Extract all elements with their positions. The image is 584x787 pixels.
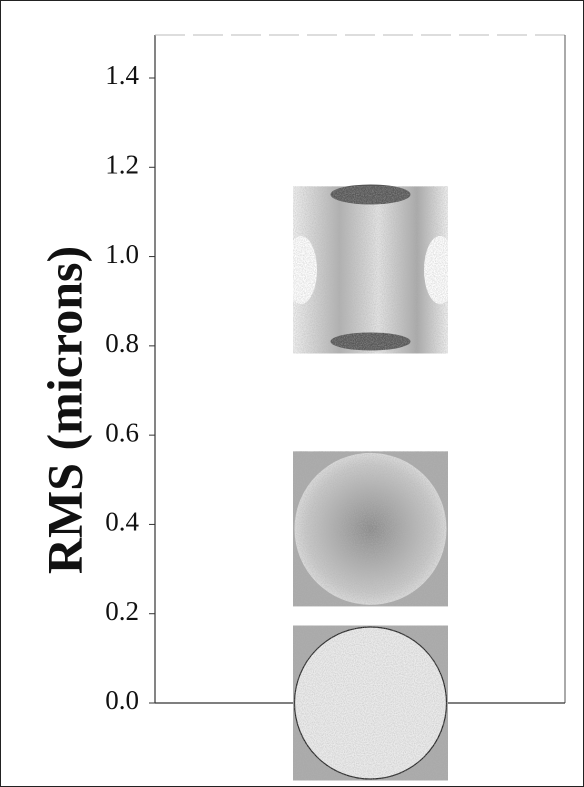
grain — [293, 186, 448, 353]
image-patch — [293, 626, 448, 781]
y-tick-label: 1.0 — [105, 239, 139, 269]
page: RMS (microns) 0.00.20.40.60.81.01.21.4 (… — [0, 0, 584, 787]
image-patch — [285, 184, 456, 353]
grain — [293, 626, 448, 781]
y-axis-label: RMS (microns) — [36, 246, 92, 574]
y-tick-label: 1.4 — [105, 60, 139, 90]
chart: RMS (microns) 0.0 0.2 0.4 0.6 0.8 1.0 1.2 1.4 — [0, 0, 584, 787]
y-tick-label: 0.6 — [105, 417, 139, 447]
y-tick-label: 0.4 — [105, 507, 139, 537]
y-tick-label: 0.0 — [105, 685, 139, 715]
image-patch — [293, 451, 448, 606]
y-tick-label: 0.2 — [105, 596, 139, 626]
y-tick-label: 0.8 — [105, 328, 139, 358]
y-tick-label: 1.2 — [105, 149, 139, 179]
grain — [293, 451, 448, 606]
